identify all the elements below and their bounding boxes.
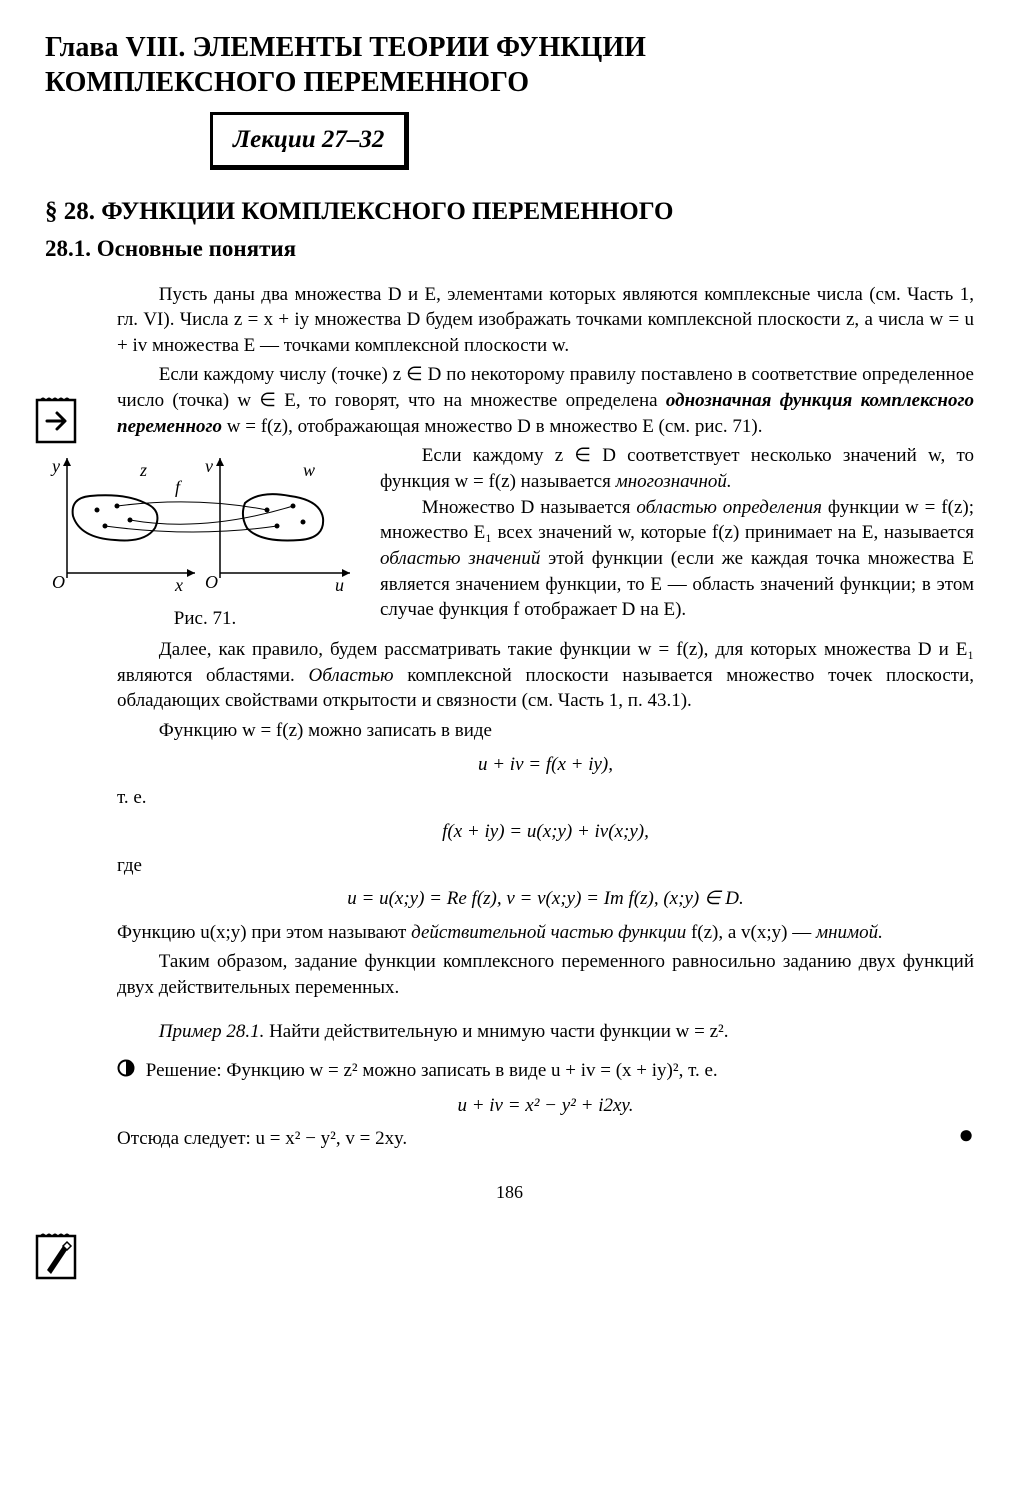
figure-71: y x O z v u O w xyxy=(45,448,365,632)
fig-label-O1: O xyxy=(52,572,65,592)
equation-2: f(x + iy) = u(x;y) + iv(x;y), xyxy=(117,819,974,845)
p4-term-d: областью значений xyxy=(380,548,540,569)
equation-4: u + iv = x² − y² + i2xy. xyxy=(117,1093,974,1119)
example-icon xyxy=(33,1230,81,1278)
page-number: 186 xyxy=(45,1180,974,1204)
fig-label-x: x xyxy=(174,575,183,595)
equation-3: u = u(x;y) = Re f(z), v = v(x;y) = Im f(… xyxy=(117,886,974,912)
fig-label-z: z xyxy=(139,460,147,480)
fig-label-f: f xyxy=(175,477,183,497)
conclusion-paragraph: Отсюда следует: u = x² − y², v = 2xy. ● xyxy=(117,1126,974,1152)
p3-term: многозначной. xyxy=(616,471,732,492)
paragraph-5: Далее, как правило, будем рассматривать … xyxy=(117,637,974,714)
p5-term: Областью xyxy=(309,665,394,686)
fig-label-u: u xyxy=(335,575,344,595)
chapter-title-line1: Глава VIII. ЭЛЕМЕНТЫ ТЕОРИИ ФУНКЦИИ xyxy=(45,32,646,63)
paragraph-6: Функцию w = f(z) можно записать в виде xyxy=(117,718,974,744)
subsection-title: 28.1. Основные понятия xyxy=(45,233,974,264)
p9-text-a: Функцию u(x;y) при этом называют xyxy=(117,922,411,943)
p2-text-c: w = f(z), отображающая множество D в мно… xyxy=(222,416,762,437)
paragraph-2: Если каждому числу (точке) z ∈ D по неко… xyxy=(117,362,974,439)
fig-label-w: w xyxy=(303,460,315,480)
conclusion-text: Отсюда следует: u = x² − y², v = 2xy. xyxy=(117,1128,407,1149)
fig-label-v: v xyxy=(205,456,213,476)
definition-icon xyxy=(33,394,81,442)
example-label: Пример 28.1. xyxy=(159,1021,265,1042)
p4-text-a: Множество D называется xyxy=(422,497,637,518)
fig-label-O2: O xyxy=(205,572,218,592)
paragraph-10: Таким образом, задание функции комплексн… xyxy=(117,949,974,1000)
equation-1: u + iv = f(x + iy), xyxy=(117,752,974,778)
fig-label-y: y xyxy=(50,456,60,476)
section-title: § 28. ФУНКЦИИ КОМПЛЕКСНОГО ПЕРЕМЕННОГО xyxy=(45,195,974,229)
example-text: Найти действительную и мнимую части функ… xyxy=(264,1021,728,1042)
p4-term-b: областью определения xyxy=(636,497,822,518)
paragraph-1: Пусть даны два множества D и E, элемента… xyxy=(117,282,974,359)
solution-marker-icon xyxy=(117,1059,135,1085)
p9-term-d: мнимой. xyxy=(816,922,883,943)
lectures-box: Лекции 27–32 xyxy=(210,112,409,170)
p9-text-c: f(z), а v(x;y) — xyxy=(686,922,816,943)
paragraph-8: где xyxy=(117,853,974,879)
p9-term-b: действительной частью функции xyxy=(411,922,686,943)
figure-caption: Рис. 71. xyxy=(45,606,365,632)
paragraph-7: т. е. xyxy=(117,785,974,811)
paragraph-9: Функцию u(x;y) при этом называют действи… xyxy=(117,920,974,946)
example-block: Пример 28.1. Найти действительную и мним… xyxy=(117,1019,974,1045)
solution-text: Решение: Функцию w = z² можно записать в… xyxy=(141,1060,718,1081)
chapter-title-line2: КОМПЛЕКСНОГО ПЕРЕМЕННОГО xyxy=(45,67,529,98)
qed-marker: ● xyxy=(958,1126,974,1144)
solution-paragraph: Решение: Функцию w = z² можно записать в… xyxy=(117,1058,974,1084)
